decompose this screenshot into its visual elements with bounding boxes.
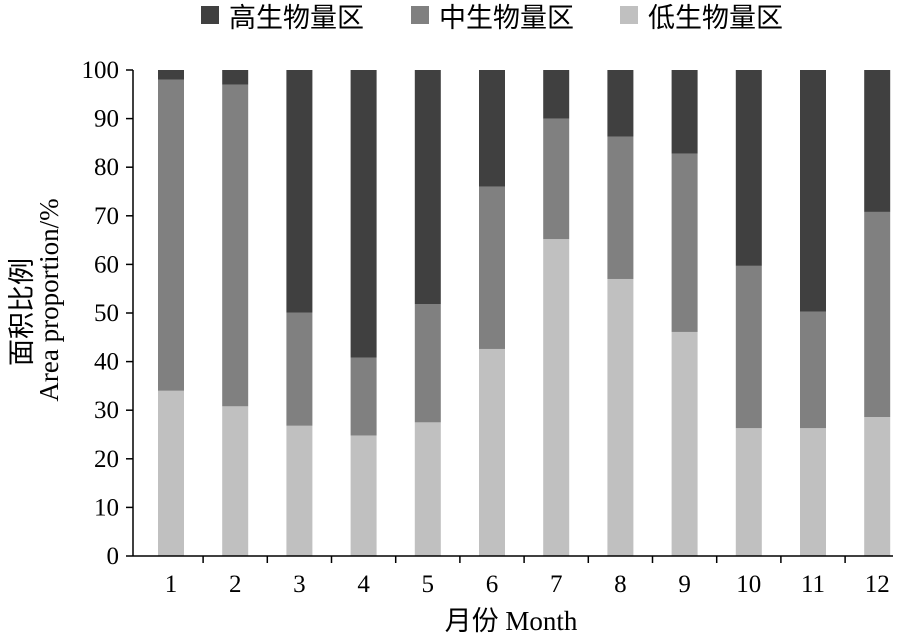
- bar-segment-month-11-series-0: [800, 428, 826, 556]
- bar-segment-month-8-series-1: [607, 136, 634, 279]
- bar-segment-month-6-series-2: [479, 70, 505, 187]
- bar-segment-month-12-series-2: [864, 70, 891, 212]
- y-tick-label: 0: [107, 543, 120, 570]
- x-ticks: 1 2 3 4 5 6 7 8 9 10 11 12: [165, 556, 890, 598]
- bar-segment-month-1-series-2: [158, 70, 184, 80]
- bar-segment-month-9-series-2: [671, 70, 698, 154]
- y-tick-label: 20: [94, 446, 119, 473]
- bar-segment-month-12-series-1: [864, 211, 891, 418]
- bar-segment-month-10-series-2: [735, 70, 762, 266]
- x-axis-title: 月份 Month: [445, 606, 578, 636]
- bars: [158, 70, 891, 557]
- y-tick-label: 60: [94, 251, 119, 278]
- x-tick-label: 2: [229, 571, 242, 598]
- legend: 高生物量区 中生物量区 低生物量区: [201, 3, 783, 34]
- bar-segment-month-5-series-0: [414, 422, 441, 556]
- bar-segment-month-8-series-2: [607, 70, 634, 137]
- bar-segment-month-8-series-0: [607, 278, 634, 556]
- y-tick-label: 90: [94, 106, 119, 133]
- x-tick-label: 1: [165, 571, 178, 598]
- x-tick-label: 8: [614, 571, 627, 598]
- y-axis-title-cn: 面积比例: [7, 258, 37, 366]
- bar-segment-month-11-series-1: [800, 311, 826, 429]
- bar-segment-month-6-series-1: [479, 186, 505, 349]
- legend-swatch: [411, 6, 429, 24]
- bar-segment-month-1-series-0: [158, 390, 184, 556]
- bar-segment-month-4-series-2: [350, 70, 377, 358]
- y-ticks: 0 10 20 30 40 50 60 70 80 90 100: [82, 57, 133, 570]
- x-tick-label: 12: [865, 571, 890, 598]
- y-tick-label: 80: [94, 154, 119, 181]
- bar-segment-month-5-series-2: [414, 70, 441, 305]
- bar-segment-month-3-series-2: [286, 70, 313, 313]
- bar-segment-month-3-series-0: [286, 425, 313, 556]
- x-tick-label: 11: [801, 571, 825, 598]
- bar-segment-month-4-series-1: [350, 357, 377, 436]
- y-tick-label: 10: [94, 494, 119, 521]
- y-tick-label: 70: [94, 203, 119, 230]
- bar-segment-month-2-series-0: [222, 406, 249, 556]
- bar-segment-month-12-series-0: [864, 417, 891, 556]
- legend-swatch: [201, 6, 219, 24]
- bar-segment-month-11-series-2: [800, 70, 826, 312]
- bar-segment-month-4-series-0: [350, 435, 377, 556]
- legend-label: 中生物量区: [439, 3, 574, 34]
- bar-segment-month-10-series-0: [735, 428, 762, 556]
- legend-label: 低生物量区: [648, 3, 783, 34]
- bar-segment-month-2-series-2: [222, 70, 249, 85]
- x-tick-label: 10: [736, 571, 761, 598]
- bar-segment-month-7-series-1: [543, 118, 570, 240]
- x-tick-label: 7: [550, 571, 563, 598]
- x-tick-label: 9: [678, 571, 691, 598]
- bar-segment-month-7-series-2: [543, 70, 570, 119]
- bar-segment-month-5-series-1: [414, 304, 441, 423]
- bar-segment-month-7-series-0: [543, 239, 570, 557]
- legend-swatch: [620, 6, 638, 24]
- x-tick-label: 6: [486, 571, 499, 598]
- x-tick-label: 3: [293, 571, 306, 598]
- bar-segment-month-9-series-1: [671, 153, 698, 332]
- y-axis-title-en: Area proportion/%: [34, 198, 64, 401]
- y-tick-label: 30: [94, 397, 119, 424]
- bar-segment-month-9-series-0: [671, 331, 698, 556]
- bar-segment-month-3-series-1: [286, 312, 313, 426]
- y-tick-label: 50: [94, 300, 119, 327]
- bar-segment-month-2-series-1: [222, 84, 249, 407]
- x-tick-label: 5: [422, 571, 435, 598]
- x-tick-label: 4: [357, 571, 370, 598]
- legend-label: 高生物量区: [229, 3, 364, 34]
- bar-segment-month-10-series-1: [735, 265, 762, 429]
- bar-segment-month-6-series-0: [479, 348, 505, 556]
- bar-segment-month-1-series-1: [158, 79, 184, 391]
- y-tick-label: 40: [94, 349, 119, 376]
- y-tick-label: 100: [82, 57, 120, 84]
